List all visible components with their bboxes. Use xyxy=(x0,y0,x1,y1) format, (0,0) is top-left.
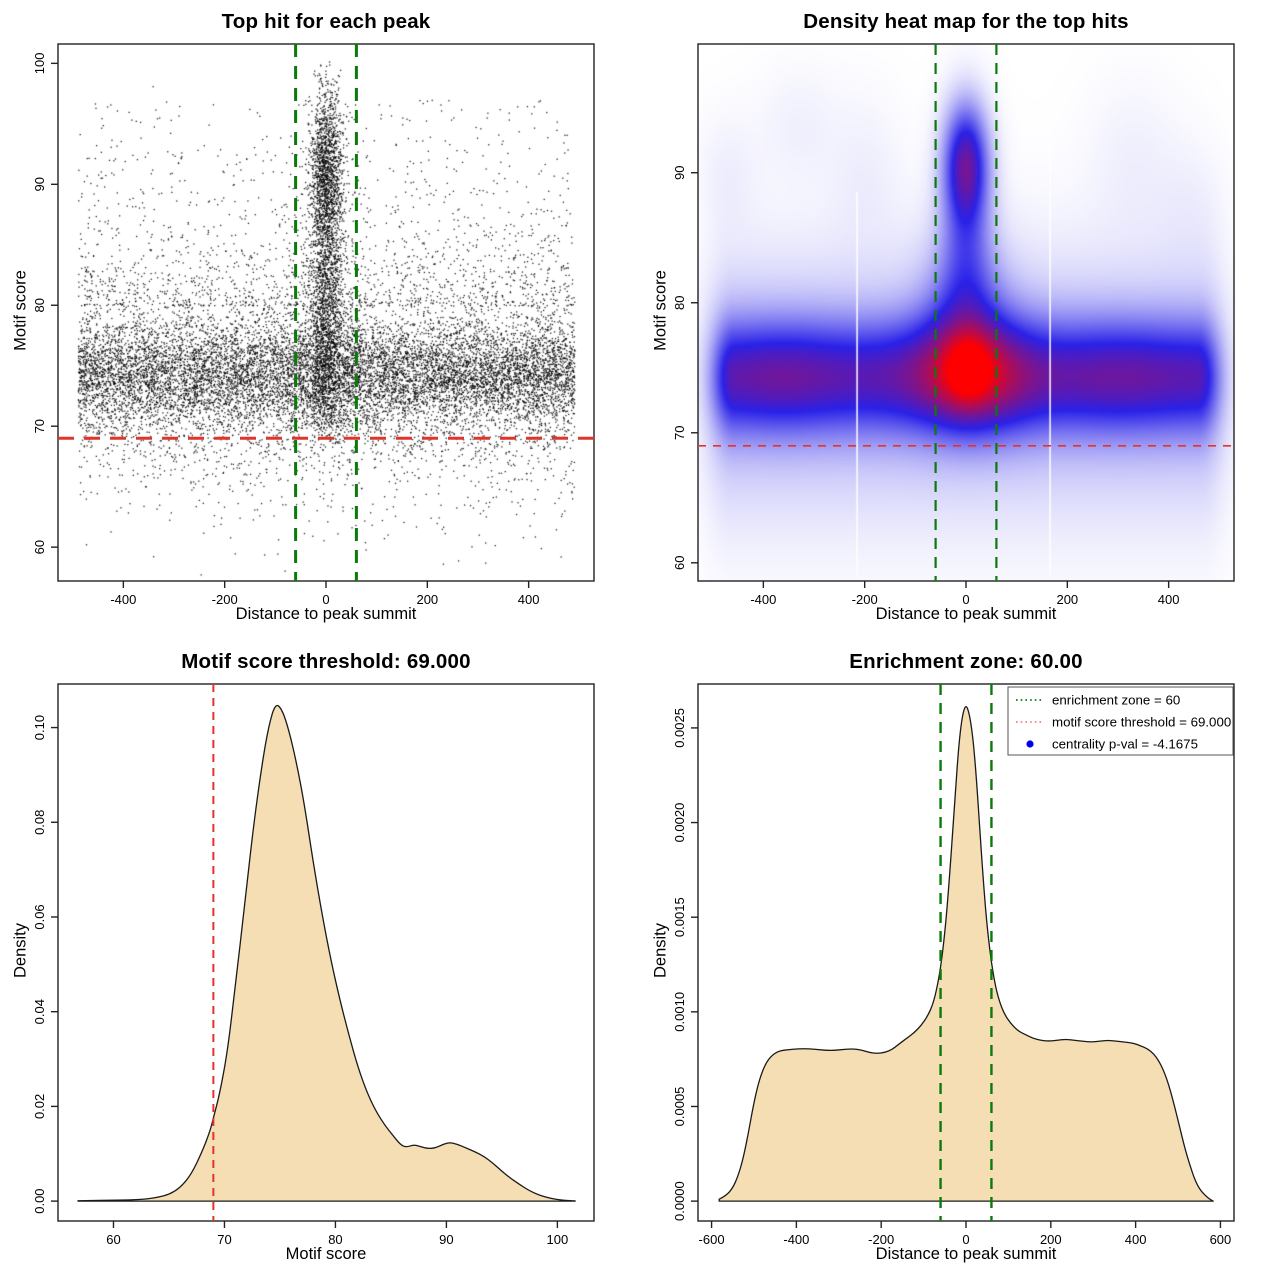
scatter-canvas xyxy=(58,44,594,581)
axis-ticks: 60 70 80 90 100 0.00 0.02 0.04 0.06 0.08 0.10 xyxy=(32,715,568,1247)
x-tick-label: -400 xyxy=(110,592,136,607)
legend-label: enrichment zone = 60 xyxy=(1052,693,1180,708)
axis-ticks: -600 -400 -200 0 200 400 600 0.0000 0.0005 0.0010… xyxy=(672,708,1231,1247)
y-tick-label: 0.0025 xyxy=(672,708,687,748)
x-tick-label: 400 xyxy=(1158,592,1180,607)
x-tick-label: 80 xyxy=(328,1232,342,1247)
legend: enrichment zone = 60 motif score threshol… xyxy=(1007,686,1234,756)
y-tick-label: 60 xyxy=(32,540,47,554)
x-tick-label: 200 xyxy=(1056,592,1078,607)
x-tick-label: 200 xyxy=(416,592,438,607)
x-tick-label: -400 xyxy=(783,1232,809,1247)
y-tick-label: 0.08 xyxy=(32,810,47,835)
x-tick-label: 400 xyxy=(1125,1232,1147,1247)
plot-box xyxy=(697,43,1235,582)
y-tick-label: 60 xyxy=(672,556,687,570)
y-tick-label: 0.10 xyxy=(32,715,47,740)
distance-density-plot: -600 -400 -200 0 200 400 600 0.0000 0.0005 0.0010… xyxy=(672,683,1235,1247)
x-tick-label: 100 xyxy=(547,1232,569,1247)
y-tick-label: 90 xyxy=(32,177,47,191)
y-tick-label: 0.02 xyxy=(32,1094,47,1119)
x-tick-label: 400 xyxy=(518,592,540,607)
legend-dot-swatch xyxy=(1026,740,1034,748)
panel-distance-density: -600 -400 -200 0 200 400 600 0.0000 0.0005 0.0010… xyxy=(640,640,1280,1280)
y-tick-label: 0.06 xyxy=(32,904,47,929)
x-axis-label: Distance to peak summit xyxy=(875,605,1057,623)
legend-box xyxy=(1007,686,1234,756)
y-axis-label: Motif score xyxy=(11,270,30,351)
heatmap-canvas xyxy=(698,44,1234,581)
y-tick-label: 100 xyxy=(32,52,47,74)
x-tick-label: 60 xyxy=(106,1232,120,1247)
density-curve xyxy=(718,705,1214,1202)
y-axis-label: Density xyxy=(11,922,30,979)
plot-box xyxy=(57,43,595,582)
x-tick-label: 0 xyxy=(322,592,329,607)
x-tick-label: -600 xyxy=(699,1232,725,1247)
y-tick-label: 0.00 xyxy=(32,1188,47,1213)
y-tick-label: 0.0000 xyxy=(672,1181,687,1221)
legend-label: centrality p-val = -4.1675 xyxy=(1052,737,1198,752)
page-title-score-density: Motif score threshold: 69.000 xyxy=(181,650,471,673)
scatter-axes: -400 -200 0 200 400 60 70 80 90 100 xyxy=(32,43,595,607)
density-curve xyxy=(77,704,576,1202)
x-tick-label: 90 xyxy=(439,1232,453,1247)
y-tick-label: 70 xyxy=(672,426,687,440)
heatmap-axes: -400 -200 0 200 400 60 70 80 90 xyxy=(672,43,1235,607)
panel-density-heatmap: -400 -200 0 200 400 60 70 80 90 Density heat map… xyxy=(640,0,1280,640)
x-tick-label: -200 xyxy=(868,1232,894,1247)
page-title-scatter: Top hit for each peak xyxy=(221,10,431,33)
y-tick-label: 70 xyxy=(32,419,47,433)
y-tick-label: 0.0020 xyxy=(672,803,687,843)
y-tick-label: 80 xyxy=(32,298,47,312)
y-tick-label: 0.0005 xyxy=(672,1087,687,1127)
y-axis-label: Density xyxy=(651,922,670,979)
axis-ticks: -400 -200 0 200 400 60 70 80 90 xyxy=(672,165,1179,607)
page-title-distance-density: Enrichment zone: 60.00 xyxy=(849,650,1083,673)
x-tick-label: 600 xyxy=(1210,1232,1232,1247)
y-tick-label: 0.04 xyxy=(32,999,47,1024)
panel-motif-score-density: 60 70 80 90 100 0.00 0.02 0.04 0.06 0.08 0.10 Moti… xyxy=(0,640,640,1280)
x-tick-label: 200 xyxy=(1040,1232,1062,1247)
y-tick-label: 0.0010 xyxy=(672,992,687,1032)
plot-box xyxy=(57,683,595,1222)
axis-ticks: -400 -200 0 200 400 60 70 80 90 100 xyxy=(32,52,539,607)
x-axis-label: Distance to peak summit xyxy=(875,1245,1057,1263)
panel-top-hit-scatter: -400 -200 0 200 400 60 70 80 90 100 Top hit for e… xyxy=(0,0,640,640)
x-tick-label: 70 xyxy=(217,1232,231,1247)
y-tick-label: 0.0015 xyxy=(672,897,687,937)
x-tick-label: -200 xyxy=(852,592,878,607)
x-tick-label: 0 xyxy=(962,1232,969,1247)
x-tick-label: -400 xyxy=(750,592,776,607)
x-axis-label: Distance to peak summit xyxy=(235,605,417,623)
y-tick-label: 90 xyxy=(672,165,687,179)
x-tick-label: 0 xyxy=(962,592,969,607)
y-axis-label: Motif score xyxy=(651,270,670,351)
x-tick-label: -200 xyxy=(212,592,238,607)
page-title-heatmap: Density heat map for the top hits xyxy=(803,10,1129,33)
legend-label: motif score threshold = 69.000 xyxy=(1052,715,1231,730)
x-axis-label: Motif score xyxy=(285,1245,367,1263)
score-density-plot: 60 70 80 90 100 0.00 0.02 0.04 0.06 0.08 0.10 xyxy=(32,683,595,1247)
y-tick-label: 80 xyxy=(672,296,687,310)
